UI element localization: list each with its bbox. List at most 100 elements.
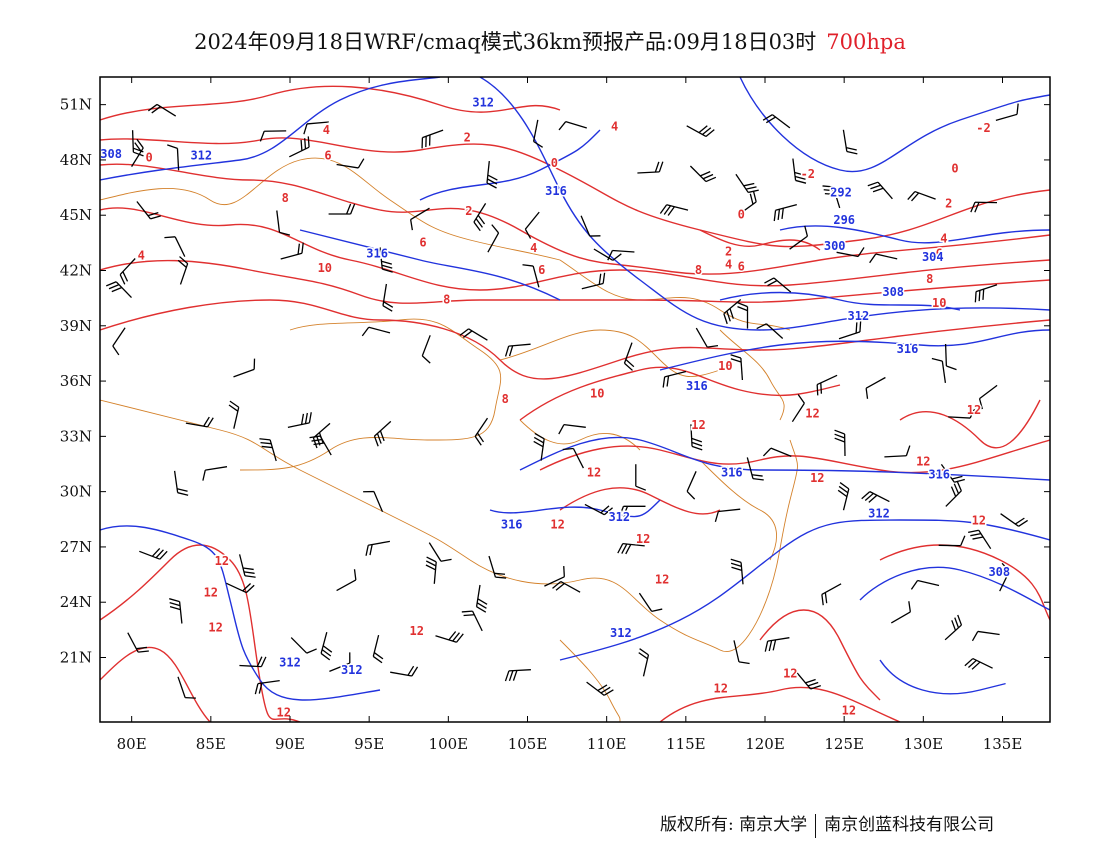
wind-barb	[425, 556, 437, 584]
wind-barb	[131, 130, 144, 157]
title-text: 2024年09月18日WRF/cmaq模式36km预报产品:09月18日03时	[194, 30, 817, 54]
wind-barb	[474, 417, 489, 446]
temperature-label: 10	[932, 296, 946, 310]
wind-barb	[730, 558, 744, 585]
wind-barb	[773, 203, 797, 222]
wind-barb	[309, 435, 332, 456]
wind-barb	[202, 466, 228, 481]
height-label: 312	[279, 656, 301, 670]
wind-barb	[795, 671, 821, 690]
wind-barb	[435, 631, 464, 643]
wind-barb	[822, 185, 841, 209]
wind-barb	[558, 120, 587, 131]
temperature-label: 12	[655, 573, 669, 587]
height-label: 308	[988, 565, 1010, 579]
lat-tick-label: 48N	[60, 151, 92, 169]
temperature-isoline	[759, 609, 881, 701]
temperature-label: 12	[215, 554, 229, 568]
wind-barb	[289, 136, 310, 158]
lon-tick-label: 85E	[196, 735, 226, 753]
height-label: 312	[608, 510, 630, 524]
wind-barb	[695, 327, 719, 348]
wind-barb	[931, 357, 947, 383]
wind-barb	[119, 258, 136, 285]
lat-tick-label: 30N	[60, 483, 92, 501]
wind-barb	[689, 165, 717, 183]
wind-barb	[390, 665, 419, 677]
temperature-label: 12	[967, 403, 981, 417]
lon-tick-label: 105E	[508, 735, 548, 753]
wind-barb	[361, 326, 391, 337]
wind-barb	[239, 656, 267, 668]
wind-barb	[940, 464, 965, 483]
wind-barb	[167, 144, 180, 171]
wind-barb	[837, 482, 850, 511]
province-border-line	[499, 329, 721, 377]
lat-tick-label: 27N	[60, 538, 92, 556]
temperature-contours	[100, 85, 1050, 722]
wind-barb	[816, 374, 838, 396]
temperature-label: 12	[810, 471, 824, 485]
wind-barb	[944, 614, 963, 641]
wind-barb	[762, 114, 791, 129]
wind-barb	[764, 277, 792, 293]
wind-barb	[276, 210, 291, 236]
copyright-footer: 版权所有: 南京大学 南京创蓝科技有限公司	[660, 810, 994, 838]
copyright-owner: 版权所有: 南京大学	[660, 815, 808, 835]
wind-barb	[762, 447, 792, 458]
wind-barb	[233, 358, 256, 378]
wind-barb	[764, 637, 790, 652]
wind-barb	[544, 566, 565, 587]
wind-barb	[792, 158, 807, 184]
lat-tick-label: 21N	[60, 649, 92, 667]
wind-barb	[169, 598, 183, 624]
temperature-isoline	[879, 544, 1050, 621]
wind-barb	[659, 204, 689, 216]
chart-title: 2024年09月18日WRF/cmaq模式36km预报产品:09月18日03时 7…	[0, 26, 1100, 56]
wind-barb	[730, 354, 744, 381]
height-isoline	[479, 77, 1050, 331]
temperature-label: 12	[276, 705, 290, 719]
wind-barb	[105, 281, 132, 299]
temperature-isoline	[100, 646, 211, 722]
temperature-label: 2	[945, 197, 952, 211]
wind-barb	[686, 471, 697, 500]
wind-barb	[971, 630, 1000, 642]
temperature-label: 4	[611, 119, 618, 133]
wind-barb	[944, 343, 957, 371]
province-border-line	[100, 157, 561, 261]
height-label: 304	[922, 250, 944, 264]
temperature-label: 12	[805, 407, 819, 421]
temperature-label: 6	[936, 246, 943, 260]
wind-barb	[865, 376, 886, 399]
province-border-line	[559, 259, 791, 331]
temperature-label: 0	[551, 156, 558, 170]
height-label: 312	[472, 95, 494, 109]
temperature-label: 2	[725, 245, 732, 259]
wind-barb	[638, 648, 650, 677]
temperature-label: 12	[587, 466, 601, 480]
lon-tick-label: 80E	[117, 735, 147, 753]
temperature-label: 6	[738, 259, 745, 273]
wind-barb	[737, 301, 749, 329]
wind-barb	[372, 634, 384, 664]
height-isoline	[419, 129, 601, 201]
temperature-isoline	[699, 229, 821, 251]
temperature-label: 12	[204, 586, 218, 600]
wind-barb	[421, 129, 444, 149]
wind-barb	[970, 201, 998, 213]
wind-barb	[907, 190, 936, 202]
wind-barb	[336, 158, 365, 169]
height-label: 316	[686, 379, 708, 393]
temperature-label: -2	[801, 167, 815, 181]
temperature-isoline	[539, 439, 1050, 474]
copyright-company: 南京创蓝科技有限公司	[824, 815, 995, 835]
temperature-isoline	[100, 85, 561, 121]
temperature-isoline	[100, 259, 1050, 304]
wind-barb	[999, 562, 1010, 592]
temperature-isoline	[559, 487, 721, 515]
height-label: 316	[366, 246, 388, 260]
wind-barb	[584, 503, 613, 516]
